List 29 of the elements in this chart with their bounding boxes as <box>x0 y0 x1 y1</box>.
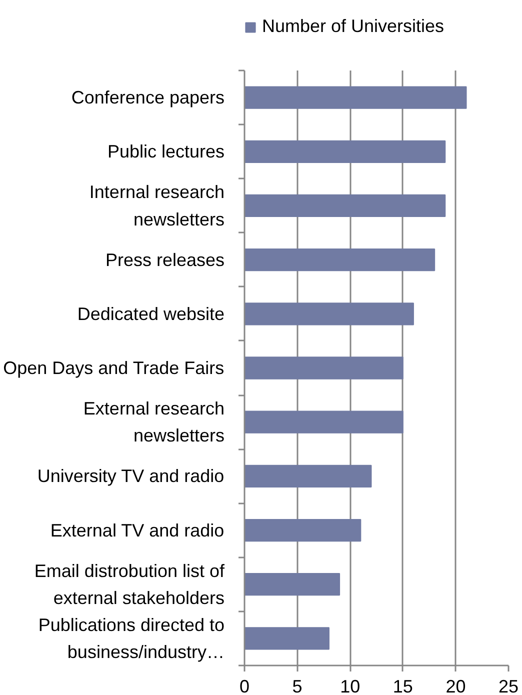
x-tick-label: 25 <box>498 676 519 695</box>
bar <box>244 140 446 163</box>
y-tick-label: University TV and radio <box>37 466 224 486</box>
bar <box>244 248 436 272</box>
bar <box>244 86 467 109</box>
y-tick-label: Internal research newsletters <box>89 182 225 230</box>
x-tick-label: 10 <box>340 676 360 695</box>
x-tick-label: 20 <box>446 676 466 695</box>
y-tick-label: Publications directed to business/industry… <box>38 614 225 662</box>
y-tick-label: Email distrobution list of external stakeholders <box>34 560 226 608</box>
bar <box>244 302 414 326</box>
y-tick-label: Open Days and Trade Fairs <box>3 358 224 378</box>
x-tick-label: 5 <box>292 676 302 695</box>
bar <box>244 464 372 488</box>
y-tick-label: Conference papers <box>71 88 225 108</box>
x-tick-label: 0 <box>239 676 250 695</box>
bar <box>244 356 404 380</box>
x-tick-label: 15 <box>392 676 413 695</box>
bar <box>244 194 446 218</box>
y-tick-label: External research newsletters <box>83 398 225 446</box>
y-tick-label: Press releases <box>105 250 225 270</box>
legend-label: Number of Universities <box>262 16 444 37</box>
y-tick-label: Public lectures <box>107 142 225 162</box>
bar <box>244 573 340 596</box>
bar <box>244 410 404 434</box>
y-tick-label: Dedicated website <box>77 304 225 324</box>
y-tick-label: External TV and radio <box>50 520 224 540</box>
bar <box>244 518 362 542</box>
bar <box>244 627 330 650</box>
